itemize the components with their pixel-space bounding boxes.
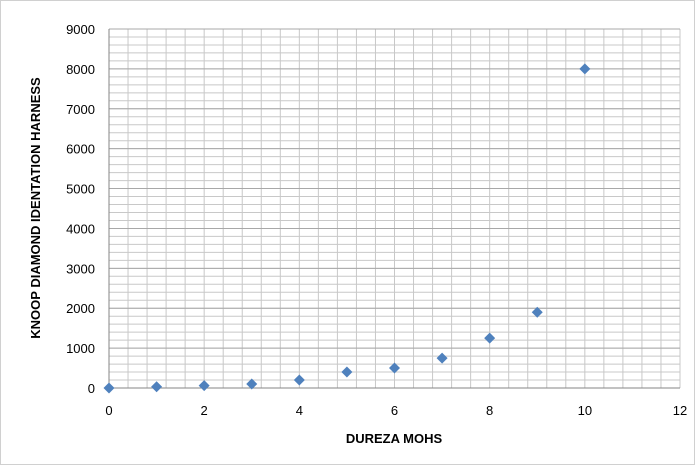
x-tick-label: 6 — [391, 403, 398, 418]
data-point — [341, 366, 353, 378]
data-point — [246, 378, 258, 390]
x-tick-label: 4 — [296, 403, 303, 418]
y-tick-label: 3000 — [66, 261, 95, 276]
data-point — [484, 332, 496, 344]
data-point — [293, 374, 305, 386]
y-tick-label: 6000 — [66, 142, 95, 157]
data-point — [103, 382, 115, 394]
x-tick-label: 12 — [673, 403, 687, 418]
y-tick-label: 5000 — [66, 182, 95, 197]
y-tick-label: 7000 — [66, 102, 95, 117]
x-tick-label: 8 — [486, 403, 493, 418]
y-tick-labels: 0 1000 2000 3000 4000 5000 6000 7000 8000 9000 — [66, 22, 95, 396]
data-point — [389, 362, 400, 374]
data-point — [531, 306, 543, 318]
y-tick-label: 2000 — [66, 301, 95, 316]
gridlines — [108, 28, 681, 389]
data-point — [198, 380, 210, 392]
y-tick-label: 8000 — [66, 62, 95, 77]
data-points — [103, 63, 591, 394]
x-tick-label: 0 — [105, 403, 112, 418]
y-tick-label: 9000 — [66, 22, 95, 37]
x-tick-labels: 0 2 4 6 8 10 12 — [105, 403, 687, 418]
data-point — [151, 381, 163, 393]
y-axis-title: KNOOP DIAMOND IDENTATION HARNESS — [28, 77, 43, 339]
y-tick-label: 1000 — [66, 341, 95, 356]
y-tick-label: 4000 — [66, 221, 95, 236]
data-point — [436, 352, 448, 364]
data-point — [579, 63, 591, 75]
x-tick-label: 2 — [201, 403, 208, 418]
y-tick-label: 0 — [88, 381, 95, 396]
x-tick-label: 10 — [578, 403, 592, 418]
x-axis-title: DUREZA MOHS — [346, 431, 443, 446]
